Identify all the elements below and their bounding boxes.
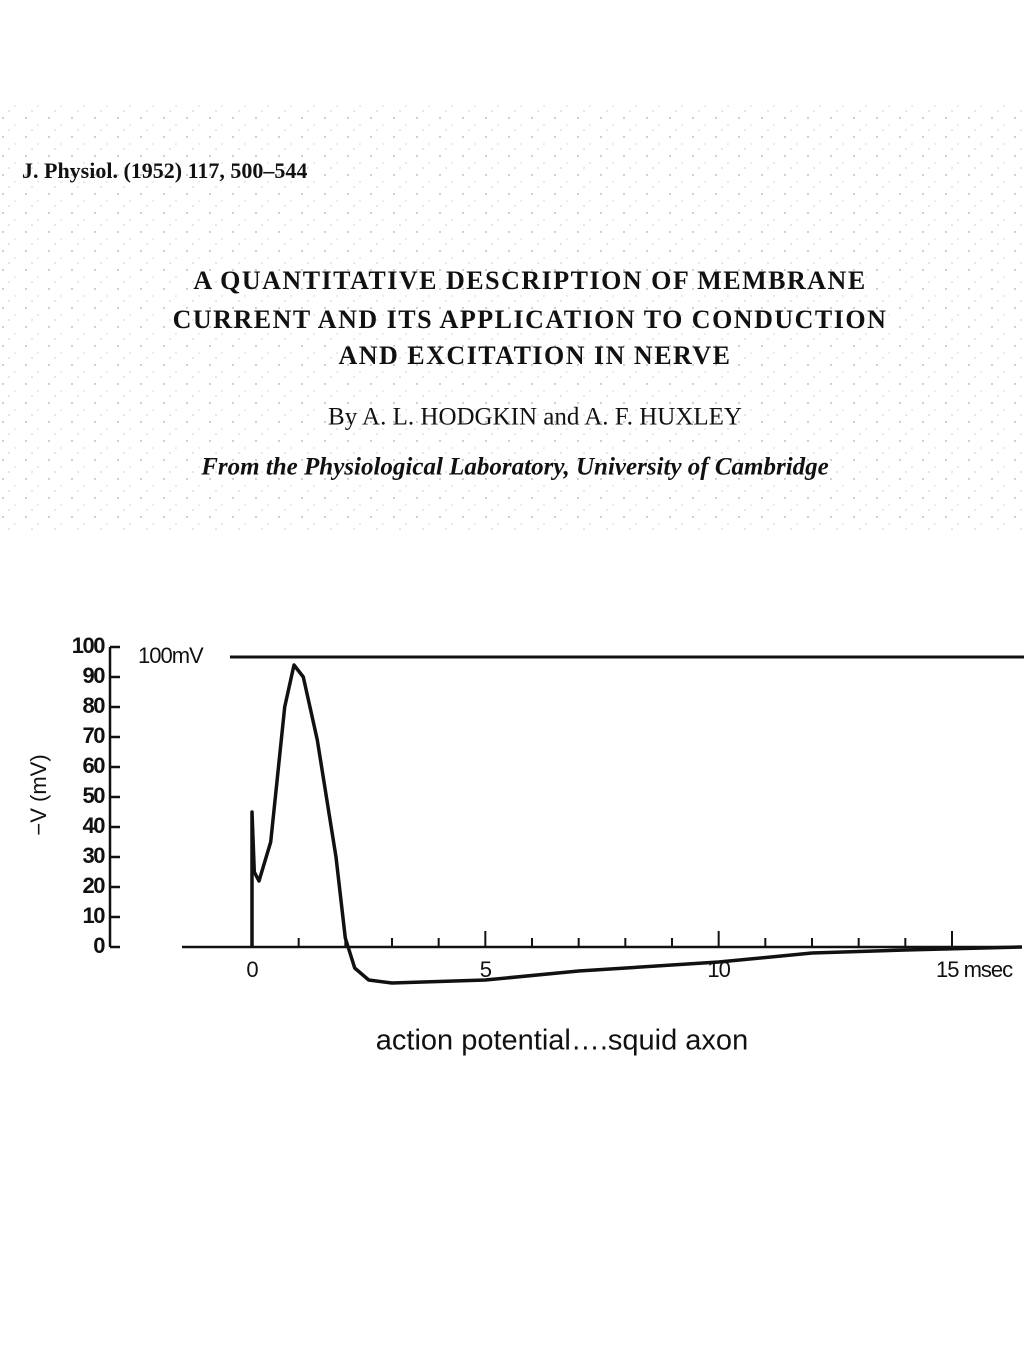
y-tick-label: 0: [93, 933, 105, 958]
y-tick-label: 10: [83, 903, 106, 928]
x-tick-label: 0: [246, 957, 258, 982]
y-tick-label: 30: [83, 843, 106, 868]
y-tick-label: 40: [83, 813, 106, 838]
title-line: CURRENT AND ITS APPLICATION TO CONDUCTIO…: [173, 305, 888, 334]
caption: action potential….squid axon: [376, 1025, 748, 1057]
y-tick-label: 100: [72, 633, 105, 658]
series-line: [250, 663, 1023, 985]
y-tick-label: 80: [83, 693, 106, 718]
citation: J. Physiol. (1952) 117, 500–544: [22, 158, 307, 183]
y-tick-label: 20: [83, 873, 106, 898]
y-tick-label: 50: [83, 783, 106, 808]
x-tick-label: 15 msec: [936, 957, 1013, 982]
affiliation: From the Physiological Laboratory, Unive…: [200, 454, 829, 481]
reference-label: 100mV: [138, 643, 204, 668]
y-tick-label: 90: [83, 663, 106, 688]
title-line: AND EXCITATION IN NERVE: [338, 341, 731, 370]
y-tick-label: 70: [83, 723, 106, 748]
scan-texture: [0, 100, 1024, 530]
authors: By A. L. HODGKIN and A. F. HUXLEY: [328, 404, 742, 431]
y-tick-label: 60: [83, 753, 106, 778]
y-axis-label: −V (mV): [26, 754, 51, 835]
x-tick-label: 5: [480, 957, 492, 982]
title-line: A QUANTITATIVE DESCRIPTION OF MEMBRANE: [193, 266, 866, 295]
